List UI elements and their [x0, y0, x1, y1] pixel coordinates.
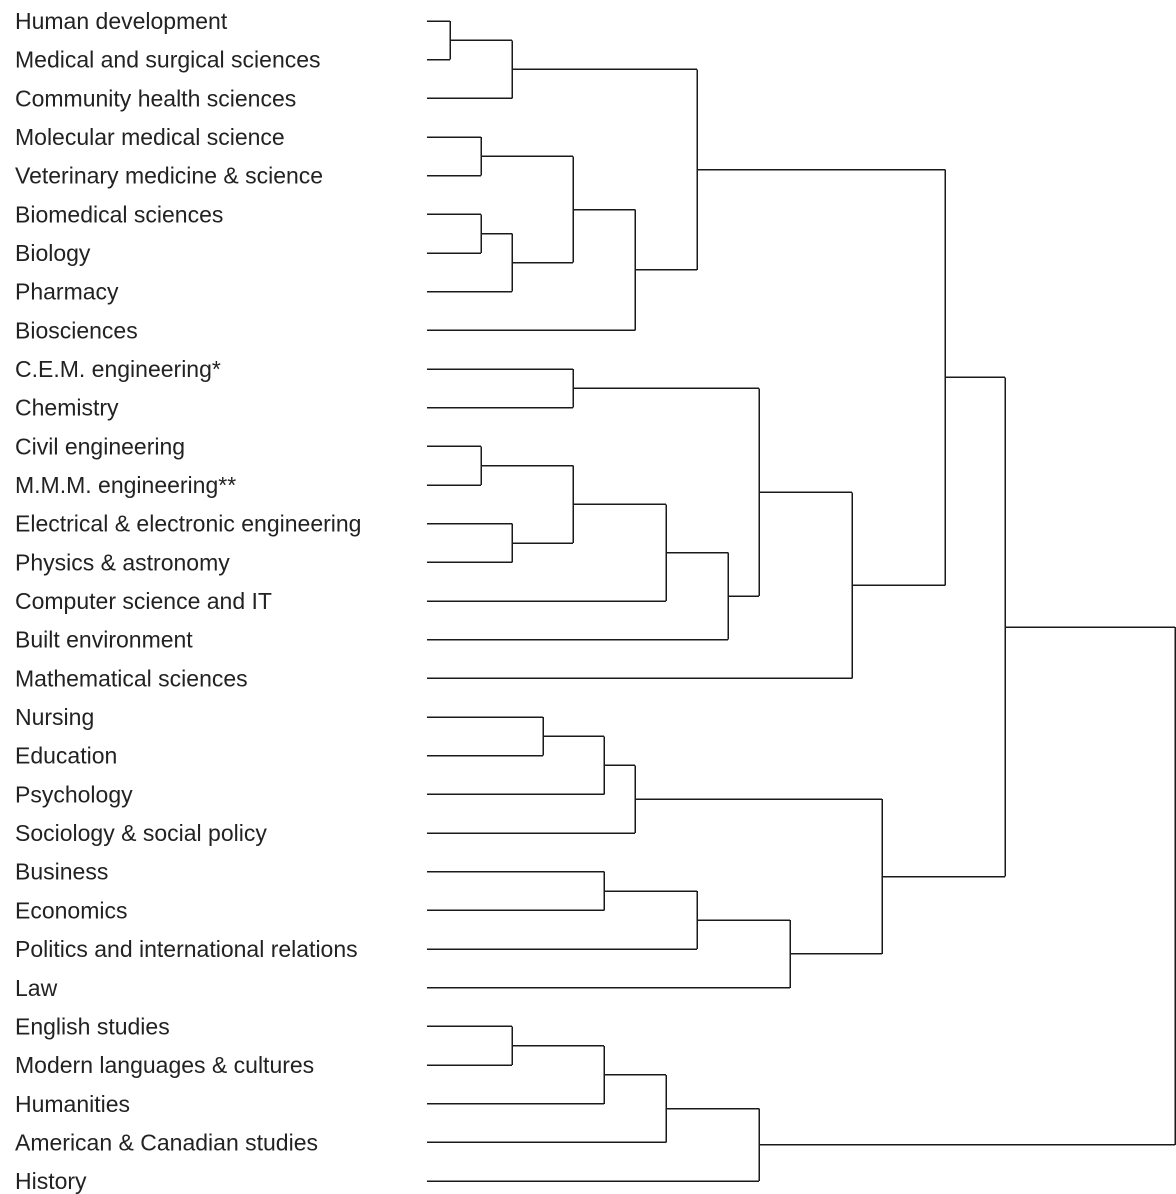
- leaf-label-american-canadian-studies: American & Canadian studies: [15, 1129, 318, 1155]
- branches: [427, 20, 1176, 1182]
- leaf-label-economics: Economics: [15, 897, 127, 923]
- leaf-label-medical-and-surgical-sciences: Medical and surgical sciences: [15, 47, 321, 73]
- leaf-label-civil-engineering: Civil engineering: [15, 433, 185, 459]
- leaf-label-humanities: Humanities: [15, 1091, 130, 1117]
- leaf-label-veterinary-medicine-science: Veterinary medicine & science: [15, 163, 323, 189]
- leaf-label-built-environment: Built environment: [15, 627, 193, 653]
- leaf-label-psychology: Psychology: [15, 781, 133, 807]
- leaf-label-biosciences: Biosciences: [15, 317, 138, 343]
- leaf-label-pharmacy: Pharmacy: [15, 279, 119, 305]
- leaf-label-chemistry: Chemistry: [15, 395, 119, 421]
- leaf-label-nursing: Nursing: [15, 704, 94, 730]
- leaf-label-biology: Biology: [15, 240, 91, 266]
- leaf-label-biomedical-sciences: Biomedical sciences: [15, 201, 223, 227]
- leaf-label-modern-languages-cultures: Modern languages & cultures: [15, 1052, 314, 1078]
- leaf-label-history: History: [15, 1168, 87, 1194]
- leaf-label-politics-and-international-relations: Politics and international relations: [15, 936, 358, 962]
- leaf-label-education: Education: [15, 743, 117, 769]
- leaf-labels: Human development Medical and surgical sc…: [15, 8, 361, 1194]
- leaf-label-law: Law: [15, 975, 58, 1001]
- leaf-label-c-e-m-engineering: C.E.M. engineering*: [15, 356, 221, 382]
- leaf-label-human-development: Human development: [15, 8, 228, 34]
- leaf-label-physics-astronomy: Physics & astronomy: [15, 549, 230, 575]
- leaf-label-business: Business: [15, 859, 108, 885]
- leaf-label-computer-science-and-it: Computer science and IT: [15, 588, 272, 614]
- leaf-label-community-health-sciences: Community health sciences: [15, 85, 296, 111]
- leaf-label-mathematical-sciences: Mathematical sciences: [15, 665, 248, 691]
- leaf-label-molecular-medical-science: Molecular medical science: [15, 124, 285, 150]
- leaf-label-english-studies: English studies: [15, 1013, 170, 1039]
- leaf-label-sociology-social-policy: Sociology & social policy: [15, 820, 267, 846]
- leaf-label-electrical-electronic-engineering: Electrical & electronic engineering: [15, 511, 361, 537]
- leaf-label-m-m-m-engineering: M.M.M. engineering**: [15, 472, 236, 498]
